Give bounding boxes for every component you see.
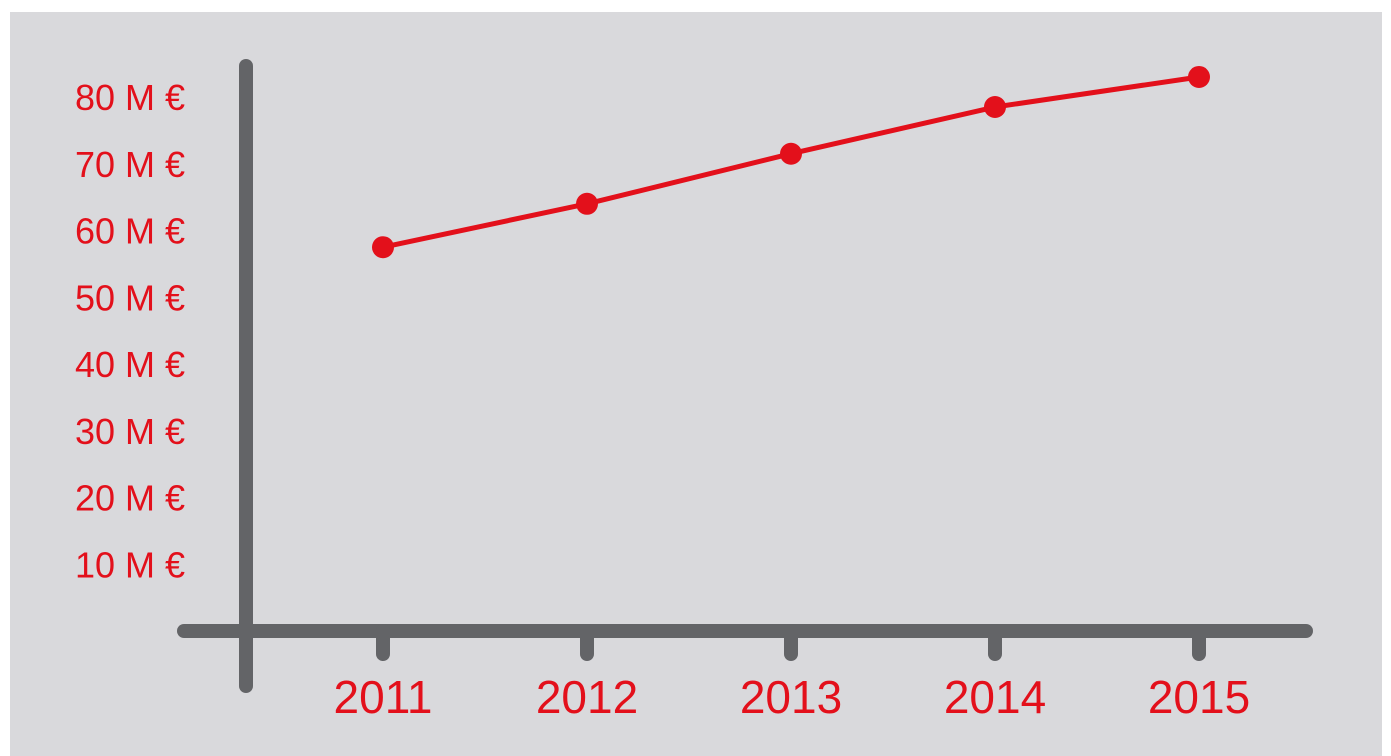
y-tick-label: 20 M € xyxy=(75,478,185,519)
data-point xyxy=(1188,66,1210,88)
y-tick-label: 70 M € xyxy=(75,144,185,185)
data-point xyxy=(576,193,598,215)
chart-background xyxy=(10,12,1382,756)
x-tick-label: 2013 xyxy=(740,671,842,723)
data-point xyxy=(984,96,1006,118)
y-tick-label: 40 M € xyxy=(75,344,185,385)
x-tick-label: 2014 xyxy=(944,671,1046,723)
y-tick-label: 80 M € xyxy=(75,77,185,118)
y-tick-label: 10 M € xyxy=(75,544,185,585)
x-tick-label: 2012 xyxy=(536,671,638,723)
y-tick-label: 50 M € xyxy=(75,277,185,318)
x-tick-label: 2011 xyxy=(334,671,433,723)
y-tick-label: 30 M € xyxy=(75,411,185,452)
data-point xyxy=(780,143,802,165)
data-point xyxy=(372,236,394,258)
y-tick-label: 60 M € xyxy=(75,211,185,252)
x-tick-label: 2015 xyxy=(1148,671,1250,723)
